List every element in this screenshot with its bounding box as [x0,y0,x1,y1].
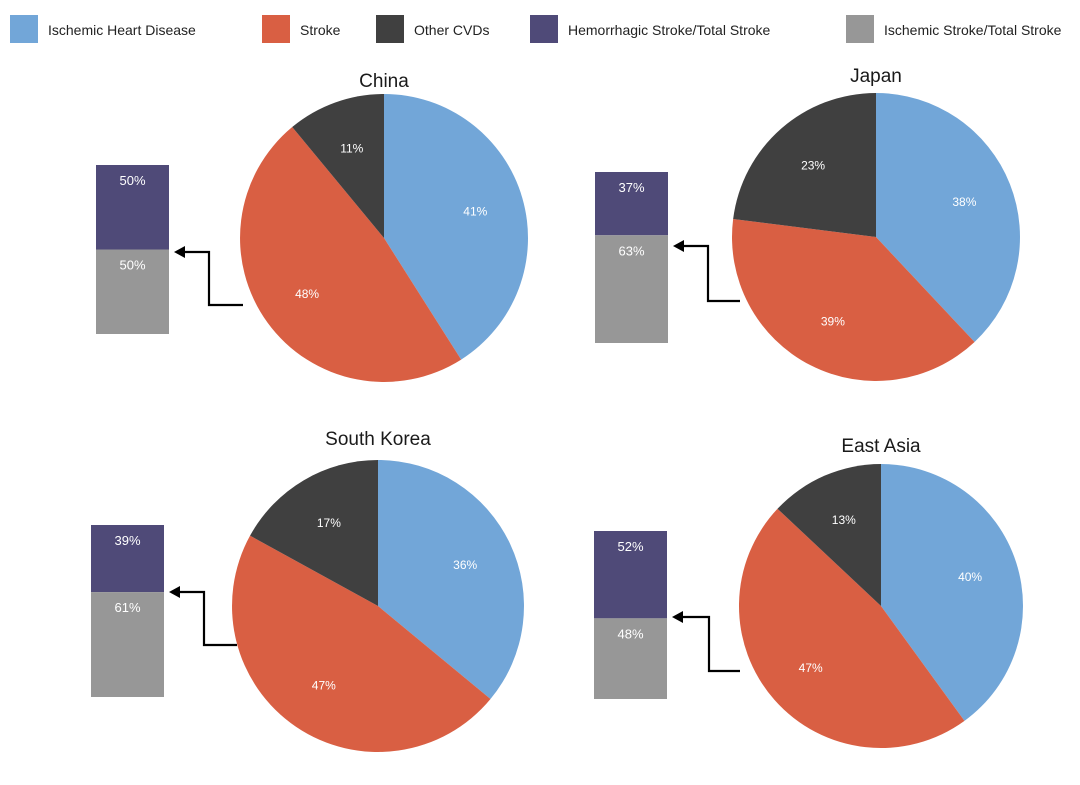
stacked-bar-segment [91,592,164,697]
pie-title: East Asia [841,436,921,457]
arrow-head [672,611,683,623]
pie-slice-label: 17% [317,516,341,530]
pie-slice-label: 48% [295,287,319,301]
pie-slice [378,460,524,700]
stacked-bar-label: 63% [618,243,644,258]
pie-slice [232,535,491,752]
pie-slice [876,93,1020,342]
pie-slice [881,464,1024,721]
legend-swatch [262,15,290,43]
legend-label: Hemorrhagic Stroke/Total Stroke [568,22,771,38]
legend-label: Stroke [300,22,341,38]
stacked-bar-segment [91,525,164,593]
pie-slice [733,93,876,237]
legend-label: Ischemic Heart Disease [48,22,196,38]
pie-slice [240,127,462,382]
chart-panels: China 41% 48% 11% 50% 50% Japan 38% 39% 23% 37% 63%… [91,66,1024,752]
legend-swatch [846,15,874,43]
stacked-bar-segment [96,165,169,250]
legend-label: Ischemic Stroke/Total Stroke [884,22,1062,38]
pie-slice [777,464,881,606]
legend-swatch [530,15,558,43]
stacked-bar-label: 39% [114,533,140,548]
stacked-bar-label: 52% [617,539,643,554]
pie-panel: China 41% 48% 11% 50% 50% [96,71,528,382]
stacked-bar-segment [594,531,667,619]
pie-panel: Japan 38% 39% 23% 37% 63% [595,66,1020,381]
pie-slice [732,218,975,381]
arrow-head [673,240,684,252]
stacked-bar-segment [595,172,668,236]
pie-title: Japan [850,66,902,87]
pie-slice-label: 11% [340,142,363,156]
stacked-bar-label: 37% [618,180,644,195]
pie-slice [738,508,965,749]
legend-swatch [376,15,404,43]
stacked-bar-segment [595,235,668,343]
arrow-head [169,586,180,598]
pie-title: South Korea [325,429,431,450]
pie-slice-label: 13% [832,513,856,527]
legend: Ischemic Heart Disease Stroke Other CVDs He… [10,15,1062,43]
connector-arrow [178,590,237,647]
stacked-bar-label: 48% [617,626,643,641]
pie-slice-label: 47% [799,661,823,675]
pie-title: China [359,71,409,92]
stacked-bar-label: 50% [119,173,145,188]
pie-slice-label: 23% [801,159,825,173]
legend-label: Other CVDs [414,22,489,38]
stacked-bar-label: 50% [119,258,145,273]
pie-slice-label: 36% [453,558,477,572]
pie-slice [250,460,378,606]
legend-swatch [10,15,38,43]
connector-arrow [681,615,740,673]
pie-panel: South Korea 36% 47% 17% 39% 61% [91,429,524,752]
pie-slice [384,94,528,360]
pie-slice-label: 39% [821,315,845,329]
pie-slice-label: 41% [463,205,487,219]
pie-slice-label: 40% [958,570,982,584]
pie-slice-label: 47% [312,679,336,693]
pie-panel: East Asia 40% 47% 13% 52% 48% [594,436,1024,749]
stacked-bar-segment [96,249,169,334]
connector-arrow [183,250,243,307]
arrow-head [174,246,185,258]
connector-arrow [682,244,740,303]
stacked-bar-label: 61% [114,600,140,615]
pie-slice [292,94,384,238]
stacked-bar-segment [594,618,667,699]
pie-slice-label: 38% [952,195,976,209]
